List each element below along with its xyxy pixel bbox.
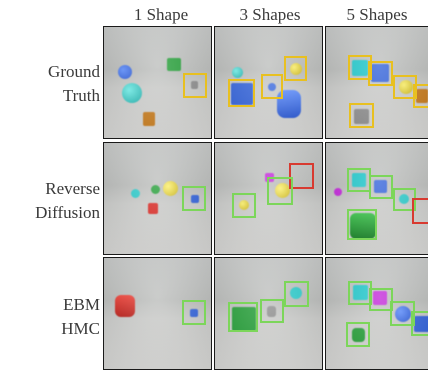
row-label-ground-truth: Ground Truth — [0, 60, 100, 108]
bounding-box — [284, 56, 307, 81]
bounding-box — [411, 311, 428, 336]
bounding-box — [183, 73, 207, 98]
scene-image — [214, 26, 323, 139]
bounding-box — [346, 322, 370, 347]
bounding-box — [368, 61, 393, 86]
cyan-sphere — [232, 67, 243, 78]
bounding-box — [260, 299, 284, 323]
bounding-box — [232, 193, 256, 218]
row-label-line: HMC — [61, 319, 100, 338]
scene-image — [103, 26, 212, 139]
scene-image — [103, 142, 212, 255]
cyan-sphere — [122, 83, 142, 103]
scene-image — [325, 257, 428, 370]
orange-cube — [143, 112, 155, 126]
bounding-box — [267, 177, 293, 205]
column-header-1-shape: 1 Shape — [133, 5, 189, 24]
green-sphere — [151, 185, 160, 194]
row-label-line: Truth — [62, 86, 100, 105]
scene-image — [214, 142, 323, 255]
bounding-box — [369, 288, 393, 311]
bounding-box — [261, 74, 283, 99]
green-cube — [167, 58, 181, 71]
bounding-box — [393, 75, 417, 99]
row-label-line: Reverse — [45, 179, 100, 198]
row-label-reverse-diffusion: Reverse Diffusion — [0, 177, 100, 225]
cyan-sphere — [131, 189, 140, 198]
yellow-sphere — [163, 181, 178, 196]
bounding-box — [228, 79, 255, 107]
row-label-line: EBM — [63, 295, 100, 314]
red-cylinder — [115, 295, 135, 317]
bounding-box — [348, 55, 372, 80]
bounding-box — [347, 209, 377, 240]
bounding-box — [347, 168, 371, 192]
row-label-ebm-hmc: EBM HMC — [0, 293, 100, 341]
bounding-box — [182, 186, 206, 211]
scene-image — [214, 257, 323, 370]
column-header-3-shapes: 3 Shapes — [239, 5, 301, 24]
bounding-box — [349, 103, 374, 128]
bounding-box — [390, 301, 415, 326]
red-cube — [148, 203, 158, 214]
bounding-box — [182, 300, 206, 325]
bounding-box — [369, 175, 393, 199]
row-label-line: Diffusion — [35, 203, 100, 222]
bounding-box — [348, 281, 372, 305]
error-box — [412, 198, 428, 224]
scene-image — [325, 26, 428, 139]
blue-sphere — [118, 65, 132, 79]
bounding-box — [284, 281, 309, 307]
purple-sphere — [334, 188, 342, 196]
error-box — [289, 163, 314, 189]
bounding-box — [413, 84, 428, 108]
row-label-line: Ground — [48, 62, 100, 81]
image-grid — [103, 26, 428, 370]
column-header-5-shapes: 5 Shapes — [346, 5, 408, 24]
bounding-box — [228, 302, 258, 332]
scene-image — [103, 257, 212, 370]
scene-image — [325, 142, 428, 255]
